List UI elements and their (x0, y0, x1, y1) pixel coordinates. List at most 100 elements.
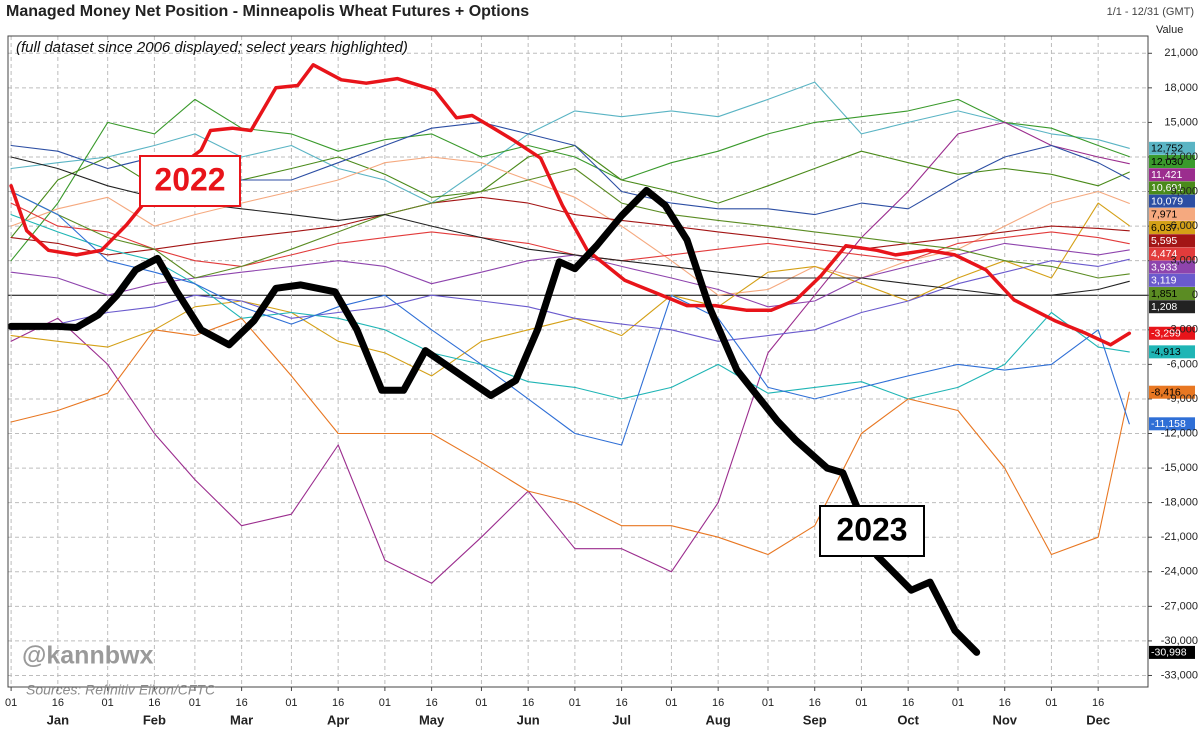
series-line (10, 121, 1130, 584)
highlight-line (9, 63, 1132, 347)
y-tick-label: 12,000 (1164, 151, 1198, 163)
month-label: Apr (327, 712, 349, 727)
end-label-box (1149, 417, 1195, 431)
x-tick-label: 16 (809, 697, 821, 709)
end-label: 1,208 (1151, 301, 1177, 313)
y-tick-label: -18,000 (1161, 497, 1198, 509)
y-tick-label: -24,000 (1161, 566, 1198, 578)
x-tick-label: 16 (902, 697, 914, 709)
end-label: 12,030 (1151, 156, 1183, 168)
end-label: -8,416 (1151, 386, 1181, 398)
end-label-box (1149, 155, 1195, 169)
month-label: Sep (803, 712, 827, 727)
x-tick-label: 01 (665, 697, 677, 709)
chart-title: Managed Money Net Position - Minneapolis… (6, 3, 529, 20)
y-tick-label: -30,000 (1161, 635, 1198, 647)
x-tick-label: 01 (379, 697, 391, 709)
x-tick-label: 01 (952, 697, 964, 709)
y-tick-label: -3,000 (1167, 324, 1198, 336)
x-tick-label: 16 (425, 697, 437, 709)
month-label: Nov (992, 712, 1017, 727)
y-tick-label: 18,000 (1164, 82, 1198, 94)
x-tick-label: 01 (189, 697, 201, 709)
end-label: 4,474 (1151, 248, 1177, 260)
y-tick-label: 9,000 (1170, 185, 1198, 197)
end-label-box (1149, 221, 1195, 235)
series-line (10, 317, 1130, 556)
end-label-box (1149, 385, 1195, 399)
end-label-box (1149, 300, 1195, 314)
series-line (10, 196, 1130, 256)
series-line (10, 167, 1130, 279)
end-label: 3,933 (1151, 261, 1177, 273)
end-label-box (1149, 287, 1195, 301)
x-tick-label: 01 (475, 697, 487, 709)
end-label-box (1149, 273, 1195, 287)
month-label: May (419, 712, 445, 727)
watermark: @kannbwx (22, 642, 153, 670)
y-tick-label: -6,000 (1167, 358, 1198, 370)
end-label: 6,037 (1151, 222, 1177, 234)
month-label: Feb (143, 712, 166, 727)
month-label: Aug (706, 712, 731, 727)
x-tick-label: 16 (52, 697, 64, 709)
month-label: Jun (517, 712, 540, 727)
end-label: 12,752 (1151, 143, 1183, 155)
month-label: Mar (230, 712, 253, 727)
grid (8, 36, 1152, 691)
x-tick-label: 16 (999, 697, 1011, 709)
end-label: -4,913 (1151, 346, 1181, 358)
end-label-box (1149, 168, 1195, 182)
highlight-line (7, 186, 981, 656)
x-tick-label: 01 (285, 697, 297, 709)
end-label-box (1149, 326, 1195, 340)
end-label: -30,998 (1151, 647, 1187, 659)
series-line (10, 81, 1130, 204)
series-line (10, 98, 1130, 262)
end-label-box (1149, 194, 1195, 208)
annotation-label: 2022 (154, 161, 225, 197)
end-label-box (1149, 345, 1195, 359)
x-tick-label: 16 (712, 697, 724, 709)
end-label-box (1149, 207, 1195, 221)
y-tick-label: -15,000 (1161, 462, 1198, 474)
x-tick-label: 16 (522, 697, 534, 709)
source: Sources: Refinitiv Eikon/CFTC (26, 682, 216, 698)
x-tick-label: 01 (5, 697, 17, 709)
y-axis-label: Value (1156, 24, 1183, 36)
end-label: 5,595 (1151, 235, 1177, 247)
end-label: -11,158 (1151, 418, 1186, 430)
y-tick-label: 6,000 (1170, 220, 1198, 232)
x-tick-label: 16 (235, 697, 247, 709)
month-label: Jan (47, 712, 69, 727)
y-tick-label: -12,000 (1161, 427, 1198, 439)
end-label-box (1149, 141, 1195, 155)
lines (7, 63, 1132, 656)
y-tick-label: 21,000 (1164, 47, 1198, 59)
y-tick-label: -9,000 (1167, 393, 1198, 405)
x-tick-label: 01 (1045, 697, 1057, 709)
x-tick-label: 16 (332, 697, 344, 709)
subtitle: (full dataset since 2006 displayed; sele… (16, 39, 408, 56)
end-label: 7,971 (1151, 209, 1177, 221)
end-label-box (1149, 645, 1195, 659)
month-label: Oct (897, 712, 919, 727)
end-label: 10,079 (1151, 195, 1183, 207)
y-tick-label: 3,000 (1170, 255, 1198, 267)
end-label: 3,119 (1151, 275, 1177, 287)
x-tick-label: 01 (855, 697, 867, 709)
y-tick-label: 0 (1192, 289, 1198, 301)
month-label: Jul (612, 712, 631, 727)
annotation-label: 2023 (836, 511, 907, 547)
end-label: -3,299 (1151, 328, 1181, 340)
series-line (10, 190, 1130, 446)
annotation-box (819, 505, 925, 557)
x-tick-label: 16 (615, 697, 627, 709)
x-tick-label: 16 (1092, 697, 1104, 709)
annotation-2022: 2022 (139, 155, 241, 207)
y-tick-label: -27,000 (1161, 600, 1198, 612)
x-tick-label: 01 (569, 697, 581, 709)
